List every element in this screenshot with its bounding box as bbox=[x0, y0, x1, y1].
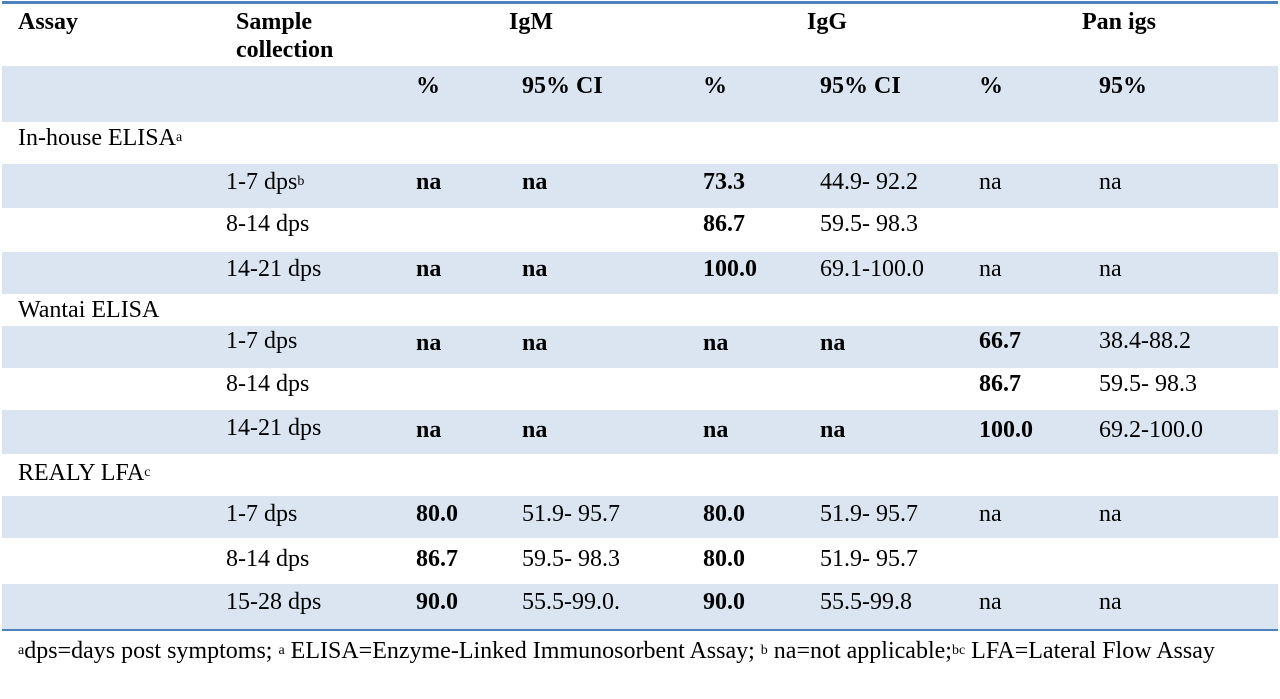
subheader-igg-pct: % bbox=[703, 73, 727, 99]
igg-pct-cell: 86.7 bbox=[703, 211, 745, 237]
igg-ci-cell: na bbox=[820, 417, 846, 443]
subheader-pan-pct: % bbox=[979, 73, 1003, 99]
pan-pct-cell: na bbox=[979, 501, 1002, 527]
table-header-row: Assay Sample collection IgM IgG Pan igs bbox=[2, 4, 1278, 66]
pan-ci-cell: na bbox=[1099, 589, 1122, 615]
pan-pct-cell: 66.7 bbox=[979, 328, 1021, 354]
igm-ci-cell: 59.5- 98.3 bbox=[522, 546, 620, 572]
table-row: 1-7 dps 80.0 51.9- 95.7 80.0 51.9- 95.7 … bbox=[2, 496, 1278, 538]
igm-ci-cell: na bbox=[522, 256, 548, 282]
header-igg: IgG bbox=[807, 9, 848, 35]
sample-cell: 15-28 dps bbox=[226, 589, 322, 615]
table-row: 8-14 dps 86.7 59.5- 98.3 80.0 51.9- 95.7 bbox=[2, 538, 1278, 584]
footnote-sup-2: a bbox=[278, 643, 285, 658]
table-top-rule bbox=[2, 1, 1278, 4]
sample-cell: 1-7 dps bbox=[226, 328, 298, 354]
pan-ci-cell: 38.4-88.2 bbox=[1099, 328, 1191, 354]
subheader-igg-ci: 95% CI bbox=[820, 73, 901, 99]
igm-pct-cell: na bbox=[416, 169, 442, 195]
group-name: REALY LFA bbox=[18, 460, 145, 486]
footnote-text-3: na=not applicable; bbox=[767, 638, 952, 664]
igm-pct-cell: na bbox=[416, 256, 442, 282]
group-row-wantai-elisa: Wantai ELISA bbox=[2, 294, 1278, 326]
table-row: 14-21 dps na na 100.0 69.1-100.0 na na bbox=[2, 252, 1278, 294]
subheader-igm-pct: % bbox=[416, 73, 440, 99]
igm-pct-cell: na bbox=[416, 417, 442, 443]
subheader-pan-ci: 95% bbox=[1099, 73, 1147, 99]
igg-pct-cell: 80.0 bbox=[703, 546, 745, 572]
group-superscript: a bbox=[175, 130, 183, 145]
subheader-igm-ci: 95% CI bbox=[522, 73, 603, 99]
pan-pct-cell: na bbox=[979, 589, 1002, 615]
igm-pct-cell: 90.0 bbox=[416, 589, 458, 615]
table-footnote: adps=days post symptoms; a ELISA=Enzyme-… bbox=[18, 636, 1268, 666]
igg-pct-cell: 100.0 bbox=[703, 256, 757, 282]
sample-cell: 8-14 dps bbox=[226, 546, 310, 572]
pan-ci-cell: 59.5- 98.3 bbox=[1099, 371, 1197, 397]
pan-ci-cell: na bbox=[1099, 169, 1122, 195]
igg-pct-cell: 80.0 bbox=[703, 501, 745, 527]
igm-ci-cell: 55.5-99.0. bbox=[522, 589, 620, 615]
group-label: In-house ELISAa bbox=[18, 124, 182, 152]
sample-cell: 1-7 dpsb bbox=[226, 168, 304, 196]
table-subheader-row: % 95% CI % 95% CI % 95% bbox=[2, 66, 1278, 122]
footnote-text-4: LFA=Lateral Flow Assay bbox=[965, 638, 1215, 664]
table-row: 8-14 dps 86.7 59.5- 98.3 bbox=[2, 368, 1278, 410]
igg-ci-cell: 44.9- 92.2 bbox=[820, 169, 918, 195]
igg-pct-cell: na bbox=[703, 417, 729, 443]
igg-ci-cell: 59.5- 98.3 bbox=[820, 211, 918, 237]
pan-ci-cell: na bbox=[1099, 256, 1122, 282]
igg-pct-cell: 73.3 bbox=[703, 169, 745, 195]
igg-ci-cell: 51.9- 95.7 bbox=[820, 546, 918, 572]
igg-ci-cell: na bbox=[820, 330, 846, 356]
pan-pct-cell: na bbox=[979, 256, 1002, 282]
igm-ci-cell: na bbox=[522, 330, 548, 356]
igm-pct-cell: 80.0 bbox=[416, 501, 458, 527]
igg-pct-cell: na bbox=[703, 330, 729, 356]
group-superscript: c bbox=[144, 465, 151, 480]
sample-cell: 14-21 dps bbox=[226, 415, 322, 441]
group-label: Wantai ELISA bbox=[18, 297, 160, 323]
group-row-in-house-elisa: In-house ELISAa bbox=[2, 122, 1278, 164]
footnote-sup-4: bc bbox=[951, 643, 966, 658]
header-pan-igs: Pan igs bbox=[1082, 9, 1157, 35]
footnote-sup-1: a bbox=[18, 643, 25, 658]
header-assay: Assay bbox=[18, 9, 79, 35]
sample-text: 1-7 dps bbox=[226, 169, 298, 195]
footnote-text-1: dps=days post symptoms; bbox=[24, 638, 279, 664]
sample-cell: 14-21 dps bbox=[226, 256, 322, 282]
igg-ci-cell: 69.1-100.0 bbox=[820, 256, 924, 282]
sample-cell: 8-14 dps bbox=[226, 371, 310, 397]
igm-ci-cell: 51.9- 95.7 bbox=[522, 501, 620, 527]
igg-ci-cell: 55.5-99.8 bbox=[820, 589, 912, 615]
igm-pct-cell: 86.7 bbox=[416, 546, 458, 572]
group-name: In-house ELISA bbox=[18, 125, 176, 151]
pan-ci-cell: na bbox=[1099, 501, 1122, 527]
header-igm: IgM bbox=[509, 9, 553, 35]
igg-ci-cell: 51.9- 95.7 bbox=[820, 501, 918, 527]
table-row: 8-14 dps 86.7 59.5- 98.3 bbox=[2, 208, 1278, 252]
footnote-text-2: ELISA=Enzyme-Linked Immunosorbent Assay; bbox=[284, 638, 761, 664]
group-label: REALY LFAc bbox=[18, 459, 150, 487]
table-row: 15-28 dps 90.0 55.5-99.0. 90.0 55.5-99.8… bbox=[2, 584, 1278, 629]
pan-ci-cell: 69.2-100.0 bbox=[1099, 417, 1203, 443]
igm-pct-cell: na bbox=[416, 330, 442, 356]
footnote-sup-3: b bbox=[760, 643, 768, 658]
pan-pct-cell: na bbox=[979, 169, 1002, 195]
table-row: 14-21 dps na na na na 100.0 69.2-100.0 bbox=[2, 410, 1278, 454]
sample-cell: 8-14 dps bbox=[226, 211, 310, 237]
header-sample-line1: Sample bbox=[236, 9, 313, 35]
header-sample-line2: collection bbox=[236, 37, 334, 63]
group-row-realy-lfa: REALY LFAc bbox=[2, 454, 1278, 496]
igm-ci-cell: na bbox=[522, 417, 548, 443]
table-row: 1-7 dps na na na na 66.7 38.4-88.2 bbox=[2, 326, 1278, 368]
pan-pct-cell: 100.0 bbox=[979, 417, 1033, 443]
sample-superscript: b bbox=[297, 174, 305, 189]
igm-ci-cell: na bbox=[522, 169, 548, 195]
pan-pct-cell: 86.7 bbox=[979, 371, 1021, 397]
table-bottom-rule bbox=[2, 629, 1278, 631]
table-row: 1-7 dpsb na na 73.3 44.9- 92.2 na na bbox=[2, 164, 1278, 208]
sample-cell: 1-7 dps bbox=[226, 501, 298, 527]
igg-pct-cell: 90.0 bbox=[703, 589, 745, 615]
